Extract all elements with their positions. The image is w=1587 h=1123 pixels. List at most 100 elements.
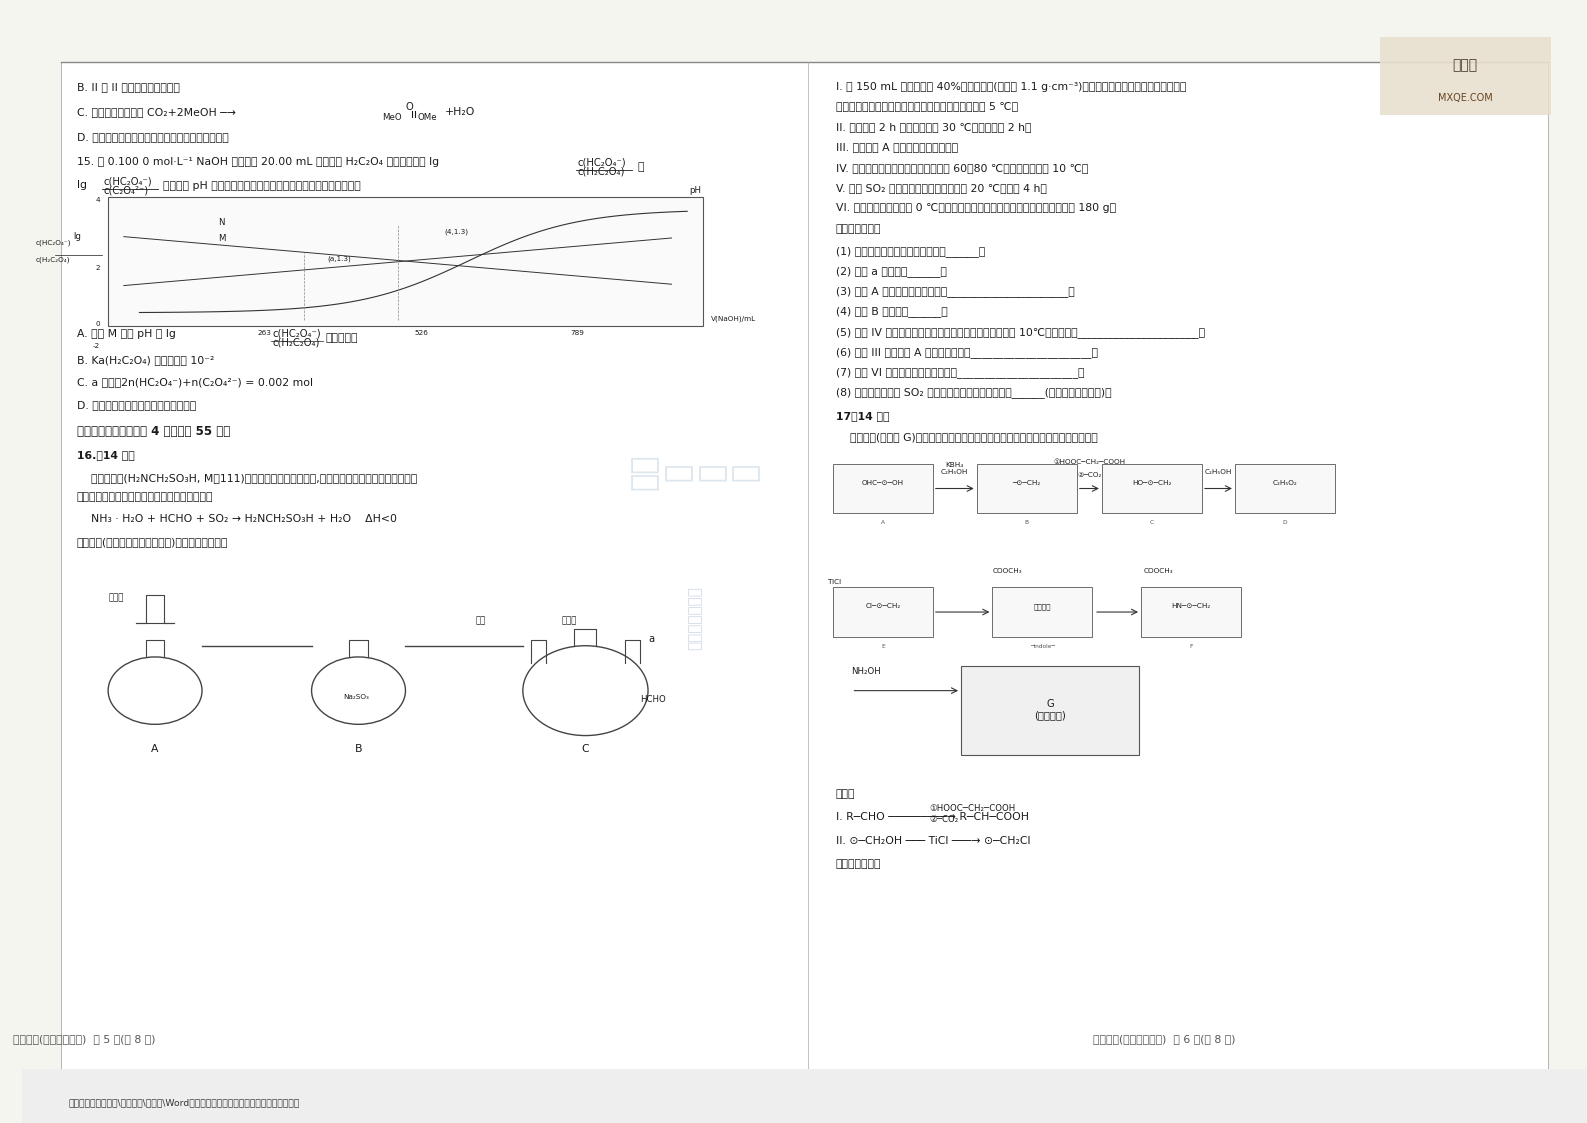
Text: D. 第一次突变可以选择酚酞作为指示剂: D. 第一次突变可以选择酚酞作为指示剂 bbox=[76, 400, 197, 410]
Text: TiCl: TiCl bbox=[828, 579, 841, 585]
Text: N: N bbox=[217, 218, 224, 227]
Text: 化学试题(新高考湖北卷)  第 5 页(共 8 页): 化学试题(新高考湖北卷) 第 5 页(共 8 页) bbox=[13, 1034, 156, 1044]
FancyBboxPatch shape bbox=[22, 1069, 1587, 1123]
Text: ①HOOC─CH₂─COOH: ①HOOC─CH₂─COOH bbox=[930, 804, 1016, 813]
Text: ②─CO₂: ②─CO₂ bbox=[1078, 473, 1101, 478]
Text: 浓硫酸: 浓硫酸 bbox=[108, 594, 124, 603]
Text: 吲哚结构: 吲哚结构 bbox=[1033, 603, 1051, 610]
Text: 263: 263 bbox=[257, 330, 271, 336]
Text: C₂H₅O₂: C₂H₅O₂ bbox=[1273, 480, 1297, 486]
Text: KBH₄
C₂H₅OH: KBH₄ C₂H₅OH bbox=[941, 462, 968, 475]
Text: OMe: OMe bbox=[417, 113, 438, 122]
Text: (6) 步骤 III 检查装置 A 气密性的方法是______________________。: (6) 步骤 III 检查装置 A 气密性的方法是_______________… bbox=[836, 347, 1098, 358]
Text: 氨基甲磺酸(H₂NCH₂SO₃H, M＝111)具有较强的化学反应活性,可用于合成头孢尼西以及抗纤维蛋: 氨基甲磺酸(H₂NCH₂SO₃H, M＝111)具有较强的化学反应活性,可用于合… bbox=[76, 473, 417, 483]
Text: OHC─⊙─OH: OHC─⊙─OH bbox=[862, 480, 905, 486]
Text: (a,1.3): (a,1.3) bbox=[327, 256, 351, 262]
Text: I. 取 150 mL 质量分数为 40%的甲醛溶液(密度为 1.1 g·cm⁻³)加入三颈烧瓶中并置于冰水浴上，开: I. 取 150 mL 质量分数为 40%的甲醛溶液(密度为 1.1 g·cm⁻… bbox=[836, 82, 1185, 92]
Text: HO─⊙─CH₂: HO─⊙─CH₂ bbox=[1132, 480, 1171, 486]
Text: 答案君: 答案君 bbox=[1452, 58, 1477, 73]
Text: c(H₂C₂O₄): c(H₂C₂O₄) bbox=[37, 256, 70, 263]
Text: 氨水: 氨水 bbox=[476, 617, 486, 626]
Text: A. 曲线 M 表示 pH 与 lg: A. 曲线 M 表示 pH 与 lg bbox=[76, 329, 176, 339]
Text: MeO: MeO bbox=[382, 113, 402, 122]
Text: ─⊙─CH₂: ─⊙─CH₂ bbox=[1013, 480, 1041, 486]
Text: 的变化关系: 的变化关系 bbox=[325, 334, 359, 344]
Text: (1) 氨基甲磺酸中氮元素的化合价为______。: (1) 氨基甲磺酸中氮元素的化合价为______。 bbox=[836, 246, 986, 257]
Text: C: C bbox=[1151, 520, 1154, 526]
Text: A: A bbox=[151, 745, 159, 755]
Text: C. 该过程的总反应为 CO₂+2MeOH ─→: C. 该过程的总反应为 CO₂+2MeOH ─→ bbox=[76, 107, 236, 117]
Text: ─indole─: ─indole─ bbox=[1030, 643, 1055, 649]
Text: HCHO: HCHO bbox=[640, 695, 667, 704]
Text: 0: 0 bbox=[95, 321, 100, 327]
Text: (4,1.3): (4,1.3) bbox=[444, 229, 468, 235]
Text: 15. 用 0.100 0 mol·L⁻¹ NaOH 溶液滴定 20.00 mL 等浓度的 H₂C₂O₄ 溶液，溶液中 lg: 15. 用 0.100 0 mol·L⁻¹ NaOH 溶液滴定 20.00 mL… bbox=[76, 157, 440, 167]
Text: D: D bbox=[1282, 520, 1287, 526]
Text: VI. 将三颈烧瓶内温降至 0 ℃，过滤，趁滤饼冰水洗涤，晾干，得到白色固体 180 g。: VI. 将三颈烧瓶内温降至 0 ℃，过滤，趁滤饼冰水洗涤，晾干，得到白色固体 1… bbox=[836, 203, 1116, 213]
Text: IV. 慢慢滴加浓硫酸，控制颈烧瓶内温 60～80 ℃，三颈烧瓶内温 10 ℃。: IV. 慢慢滴加浓硫酸，控制颈烧瓶内温 60～80 ℃，三颈烧瓶内温 10 ℃。 bbox=[836, 163, 1089, 173]
Text: G
(帕比司他): G (帕比司他) bbox=[1035, 699, 1066, 721]
Text: 非全
网
公
开: 非全 网 公 开 bbox=[630, 454, 760, 490]
Text: pH: pH bbox=[689, 186, 701, 195]
Text: 16.（14 分）: 16.（14 分） bbox=[76, 450, 135, 460]
Text: HN─⊙─CH₂: HN─⊙─CH₂ bbox=[1171, 603, 1211, 610]
FancyBboxPatch shape bbox=[833, 464, 933, 513]
Text: c(HC₂O₄⁻): c(HC₂O₄⁻) bbox=[35, 239, 71, 246]
Text: V(NaOH)/mL: V(NaOH)/mL bbox=[711, 316, 755, 321]
Text: 526: 526 bbox=[414, 330, 428, 336]
Text: 2: 2 bbox=[95, 265, 100, 271]
Text: ①HOOC─CH₂─COOH: ①HOOC─CH₂─COOH bbox=[1054, 459, 1125, 465]
Text: A: A bbox=[881, 520, 886, 526]
Text: (3) 装置 A 中反应的化学方程式为______________________，: (3) 装置 A 中反应的化学方程式为_____________________… bbox=[836, 286, 1074, 298]
Text: V. 通入 SO₂ 结束后，控制三颈烧瓶内温 20 ℃，反应 4 h。: V. 通入 SO₂ 结束后，控制三颈烧瓶内温 20 ℃，反应 4 h。 bbox=[836, 183, 1047, 193]
FancyBboxPatch shape bbox=[992, 587, 1092, 637]
Text: 或: 或 bbox=[636, 162, 644, 172]
Text: 实验装置(支持及水浴等装置略去)及实验步骤如下：: 实验装置(支持及水浴等装置略去)及实验步骤如下： bbox=[76, 537, 229, 547]
Text: III. 检查装置 A 气密性，并装入药品。: III. 检查装置 A 气密性，并装入药品。 bbox=[836, 143, 959, 153]
Text: 白溶素刺等。制备少量氨基甲磺酸的反应如下：: 白溶素刺等。制备少量氨基甲磺酸的反应如下： bbox=[76, 492, 213, 502]
Text: (5) 步骤 IV 中，需慢慢滴加浓硫酸，并控制三颈烧瓶内温 10℃，其原因是______________________，: (5) 步骤 IV 中，需慢慢滴加浓硫酸，并控制三颈烧瓶内温 10℃，其原因是_… bbox=[836, 327, 1205, 338]
Text: 帕比司他(化合物 G)是一种抗肿瘤药物，用于治疗多发性骨髓瘤，其合成路线如下：: 帕比司他(化合物 G)是一种抗肿瘤药物，用于治疗多发性骨髓瘤，其合成路线如下： bbox=[836, 432, 1098, 442]
Text: 789: 789 bbox=[571, 330, 584, 336]
Text: c(HC₂O₄⁻): c(HC₂O₄⁻) bbox=[578, 157, 627, 167]
Text: 已知：: 已知： bbox=[836, 789, 855, 800]
Text: c(HC₂O₄⁻): c(HC₂O₄⁻) bbox=[103, 176, 152, 186]
Text: MXQE.COM: MXQE.COM bbox=[1438, 93, 1492, 103]
Text: C. a 点时，2n(HC₂O₄⁻)+n(C₂O₄²⁻) = 0.002 mol: C. a 点时，2n(HC₂O₄⁻)+n(C₂O₄²⁻) = 0.002 mol bbox=[76, 377, 313, 387]
Text: 启搅拌器，然后缓慢滴加过量的氨水，控制内温低于 5 ℃。: 启搅拌器，然后缓慢滴加过量的氨水，控制内温低于 5 ℃。 bbox=[836, 101, 1017, 111]
Text: lg: lg bbox=[73, 231, 81, 240]
Text: ②─CO₂: ②─CO₂ bbox=[930, 815, 959, 824]
Text: -2: -2 bbox=[94, 344, 100, 349]
FancyBboxPatch shape bbox=[1235, 464, 1335, 513]
Text: 4: 4 bbox=[95, 198, 100, 203]
Text: Na₂SO₃: Na₂SO₃ bbox=[343, 694, 368, 700]
Text: 回答下列问题：: 回答下列问题： bbox=[836, 225, 881, 235]
Text: C: C bbox=[581, 745, 589, 755]
Text: 化学试题(新高考湖北卷)  第 6 页(共 8 页): 化学试题(新高考湖北卷) 第 6 页(共 8 页) bbox=[1093, 1034, 1236, 1044]
Text: B: B bbox=[355, 745, 362, 755]
Text: c(H₂C₂O₄): c(H₂C₂O₄) bbox=[273, 338, 321, 348]
Text: E: E bbox=[881, 643, 884, 649]
Text: NH₂OH: NH₂OH bbox=[852, 667, 881, 676]
Text: (2) 仪器 a 的名称为______。: (2) 仪器 a 的名称为______。 bbox=[836, 266, 947, 277]
Text: I. R─CHO ─────────→ R─CH─COOH: I. R─CHO ─────────→ R─CH─COOH bbox=[836, 812, 1028, 822]
FancyBboxPatch shape bbox=[1381, 37, 1550, 115]
Text: (7) 步骤 VI 用冰水洗涤滤饼的目的是______________________。: (7) 步骤 VI 用冰水洗涤滤饼的目的是___________________… bbox=[836, 367, 1084, 378]
FancyBboxPatch shape bbox=[962, 666, 1139, 755]
Text: lg: lg bbox=[76, 180, 87, 190]
FancyBboxPatch shape bbox=[1141, 587, 1241, 637]
Text: D. 加入磷酸以及盐压都可以提高草酸二甲酯的产率: D. 加入磷酸以及盐压都可以提高草酸二甲酯的产率 bbox=[76, 133, 229, 143]
Text: c(HC₂O₄⁻): c(HC₂O₄⁻) bbox=[273, 329, 321, 339]
Text: 搅拌器: 搅拌器 bbox=[562, 617, 578, 626]
Text: +H₂O: +H₂O bbox=[444, 107, 475, 117]
Text: 全国各地最新模拟卷\名校试卷\无水印\Word可编辑试卷等请关注微信公众号：高中借试卷: 全国各地最新模拟卷\名校试卷\无水印\Word可编辑试卷等请关注微信公众号：高中… bbox=[68, 1098, 300, 1107]
Text: COOCH₃: COOCH₃ bbox=[992, 568, 1022, 574]
Text: c(C₂O₄²⁻): c(C₂O₄²⁻) bbox=[103, 185, 149, 195]
Text: 回答下列问题：: 回答下列问题： bbox=[836, 859, 881, 869]
Text: II. 保温反应 2 h 后，再升温至 30 ℃，继续反应 2 h。: II. 保温反应 2 h 后，再升温至 30 ℃，继续反应 2 h。 bbox=[836, 122, 1032, 133]
FancyBboxPatch shape bbox=[976, 464, 1078, 513]
Text: (4) 装置 B 的作用为______。: (4) 装置 B 的作用为______。 bbox=[836, 307, 947, 318]
Text: M: M bbox=[217, 235, 225, 244]
Text: (8) 假设各步反应的 SO₂ 足量，则实验中产品的产率为______(保留三位有效数字)。: (8) 假设各步反应的 SO₂ 足量，则实验中产品的产率为______(保留三位… bbox=[836, 387, 1111, 399]
Text: 17（14 分）: 17（14 分） bbox=[836, 411, 889, 421]
